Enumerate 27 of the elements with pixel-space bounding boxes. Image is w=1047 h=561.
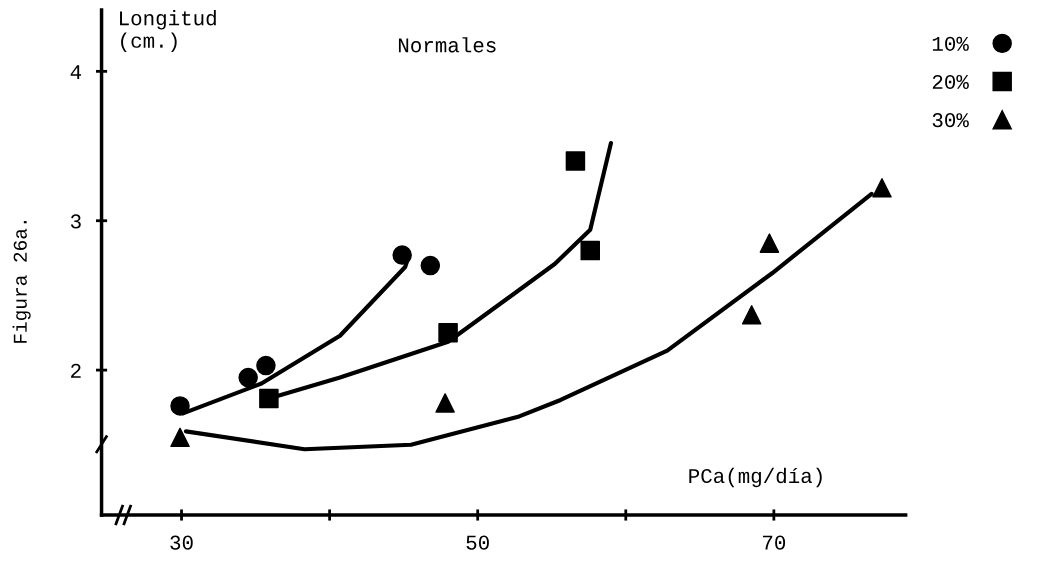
point [435,393,455,413]
point [759,233,780,253]
legend-label: 20% [932,74,969,90]
y-tick-label: 3 [70,214,81,229]
y-tick-label: 2 [71,363,81,378]
point [170,396,190,416]
x-tick-label: 70 [762,535,786,550]
point [238,367,258,388]
point [420,255,441,276]
legend-label: 30% [932,113,969,128]
text: Normales [398,37,496,53]
point [256,355,276,376]
legend-label: 10% [932,36,969,51]
point [392,245,412,265]
point [438,323,458,343]
point [580,240,600,261]
text: Figura 26a. [12,221,31,343]
point [170,427,190,448]
point [565,151,586,171]
point [872,178,892,198]
x-tick-label: 30 [170,535,193,550]
point [741,305,762,325]
y-tick-label: 4 [70,65,82,79]
x-tick-label: 50 [466,535,489,550]
y-axis-title: Longitud (cm.) [120,10,216,52]
point [259,388,279,409]
x-axis-title: PCa(mg/día) [689,467,822,488]
